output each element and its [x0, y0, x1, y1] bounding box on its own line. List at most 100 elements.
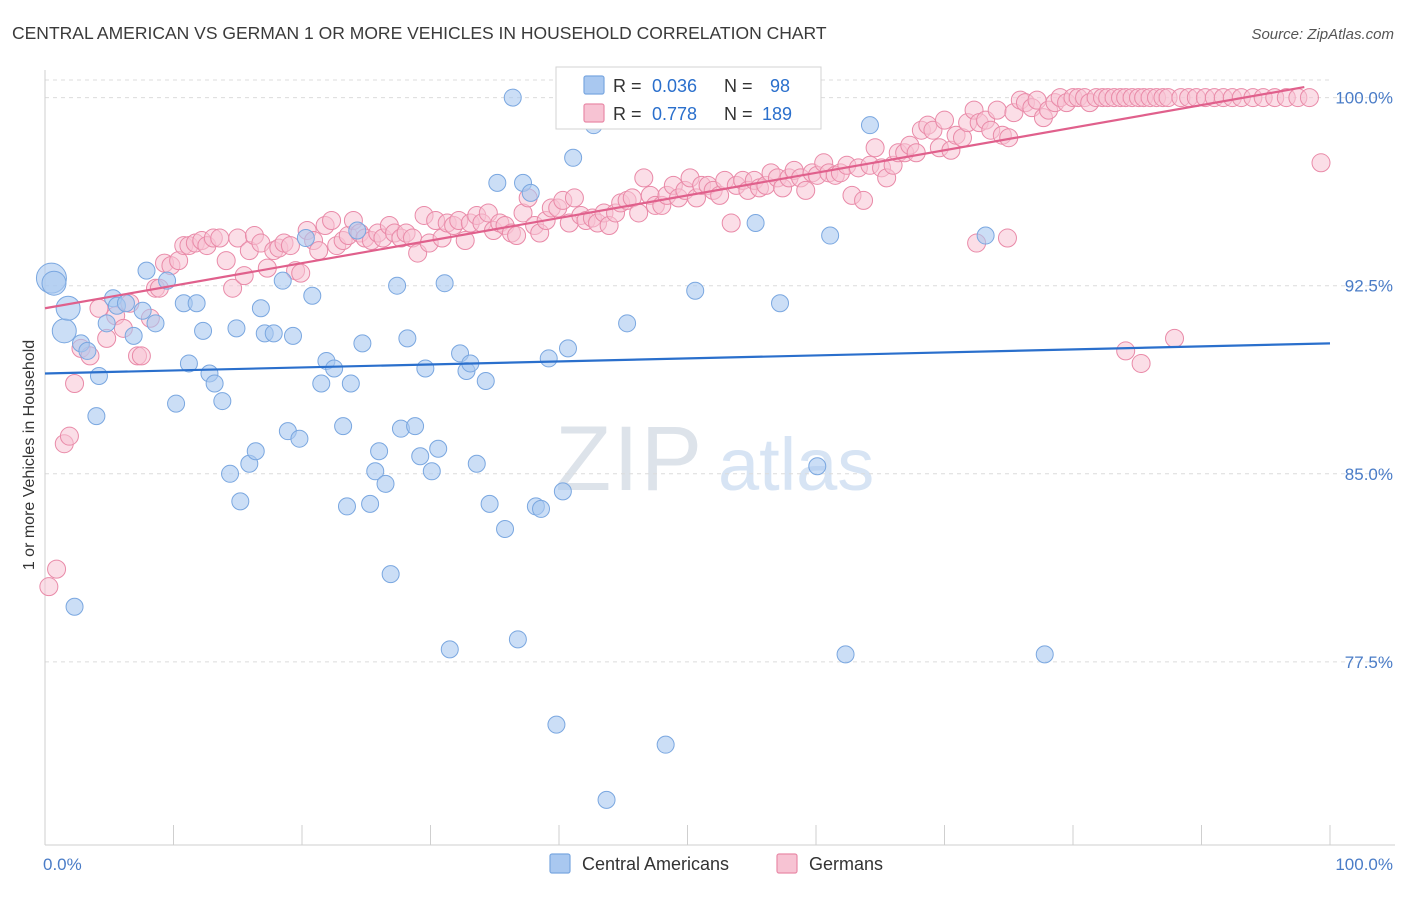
central-american-point-66	[476, 372, 495, 391]
central-american-point-49	[366, 462, 385, 481]
legend-r-label-1: R =	[613, 76, 642, 96]
central-american-point-1	[41, 270, 67, 296]
series-legend-swatch-pink	[776, 853, 798, 874]
central-american-point-4	[65, 597, 84, 616]
axis-layer: 100.0% 92.5% 85.0% 77.5% 0.0% 100.0%	[43, 70, 1395, 874]
central-americans-points	[35, 88, 1054, 809]
german-point-1	[47, 559, 67, 579]
german-point-45	[322, 210, 342, 230]
central-american-point-28	[231, 492, 250, 511]
watermark-zip: ZIP	[555, 408, 704, 510]
chart-title: CENTRAL AMERICAN VS GERMAN 1 OR MORE VEH…	[12, 23, 827, 43]
central-american-point-50	[370, 442, 389, 461]
central-american-point-24	[205, 374, 224, 393]
central-american-point-94	[976, 226, 995, 245]
german-point-43	[309, 241, 329, 261]
watermark: ZIP atlas	[555, 408, 874, 510]
central-american-point-15	[137, 261, 156, 280]
source-label: Source: ZipAtlas.com	[1251, 26, 1394, 43]
central-american-point-6	[78, 341, 97, 360]
series-legend-label-pink: Germans	[809, 854, 883, 874]
central-american-point-7	[87, 407, 106, 426]
central-american-point-17	[158, 271, 177, 290]
central-american-point-44	[337, 497, 356, 516]
central-american-point-96	[440, 640, 459, 659]
central-american-point-77	[547, 715, 566, 734]
central-american-point-2	[51, 318, 77, 344]
german-point-26	[210, 228, 230, 248]
german-point-146	[906, 143, 926, 163]
central-american-point-92	[836, 645, 855, 664]
german-point-40	[291, 263, 311, 283]
central-american-point-53	[388, 276, 407, 295]
german-point-99	[634, 168, 654, 188]
x-tick-label-start: 0.0%	[43, 855, 82, 874]
series-legend-label-blue: Central Americans	[582, 854, 729, 874]
central-american-point-26	[221, 464, 240, 483]
german-point-27	[216, 251, 236, 271]
german-point-0	[39, 577, 59, 597]
grid-layer	[45, 79, 1390, 663]
central-american-point-52	[381, 565, 400, 584]
trend-lines	[44, 85, 1331, 375]
central-american-point-71	[508, 630, 527, 649]
y-axis-label: 1 or more Vehicles in Household	[21, 340, 38, 570]
central-american-point-13	[124, 326, 143, 345]
central-american-point-91	[821, 226, 840, 245]
central-american-point-90	[808, 457, 827, 476]
german-point-4	[65, 374, 85, 394]
legend-n-value-2: 189	[762, 104, 792, 124]
german-point-28	[223, 278, 243, 298]
central-american-point-61	[435, 274, 454, 293]
german-point-77	[507, 226, 527, 246]
central-american-point-73	[521, 183, 540, 202]
german-point-204	[1299, 88, 1319, 108]
legend-r-value-1: 0.036	[652, 76, 697, 96]
central-american-point-75	[532, 499, 551, 518]
y-tick-label-3: 77.5%	[1345, 653, 1393, 672]
y-tick-label-2: 85.0%	[1345, 465, 1393, 484]
central-american-point-36	[284, 326, 303, 345]
central-american-point-31	[251, 299, 270, 318]
central-american-point-97	[686, 281, 705, 300]
central-american-point-84	[618, 314, 637, 333]
legend-n-value-1: 98	[770, 76, 790, 96]
german-point-208	[997, 228, 1017, 248]
series-legend-swatch-blue	[549, 853, 571, 874]
central-american-point-59	[422, 462, 441, 481]
legend-r-value-2: 0.778	[652, 104, 697, 124]
central-american-point-47	[353, 334, 372, 353]
central-american-point-14	[133, 301, 152, 320]
y-tick-label-0: 100.0%	[1335, 89, 1393, 108]
central-american-point-30	[246, 442, 265, 461]
central-american-point-37	[290, 429, 309, 448]
central-american-point-95	[1035, 645, 1054, 664]
x-tick-label-end: 100.0%	[1335, 855, 1393, 874]
german-point-139	[865, 138, 885, 158]
central-american-point-80	[564, 148, 583, 167]
series-legend: Central Americans Germans	[549, 853, 883, 874]
german-point-38	[280, 236, 300, 256]
central-american-point-38	[296, 229, 315, 248]
legend-n-label-2: N =	[724, 104, 753, 124]
central-american-point-27	[227, 319, 246, 338]
central-american-point-58	[416, 359, 435, 378]
central-american-point-40	[312, 374, 331, 393]
central-american-point-33	[264, 324, 283, 343]
german-point-205	[1311, 153, 1331, 173]
central-american-point-45	[341, 374, 360, 393]
german-point-3	[59, 426, 79, 446]
central-american-point-55	[398, 329, 417, 348]
central-american-point-67	[480, 494, 499, 513]
central-american-point-60	[429, 439, 448, 458]
central-american-point-68	[488, 173, 507, 192]
central-american-point-8	[89, 366, 108, 385]
german-point-30	[234, 266, 254, 286]
central-american-point-34	[273, 271, 292, 290]
german-point-137	[854, 190, 874, 210]
german-point-190	[1165, 328, 1185, 348]
central-american-point-12	[116, 294, 135, 313]
central-american-point-48	[361, 494, 380, 513]
